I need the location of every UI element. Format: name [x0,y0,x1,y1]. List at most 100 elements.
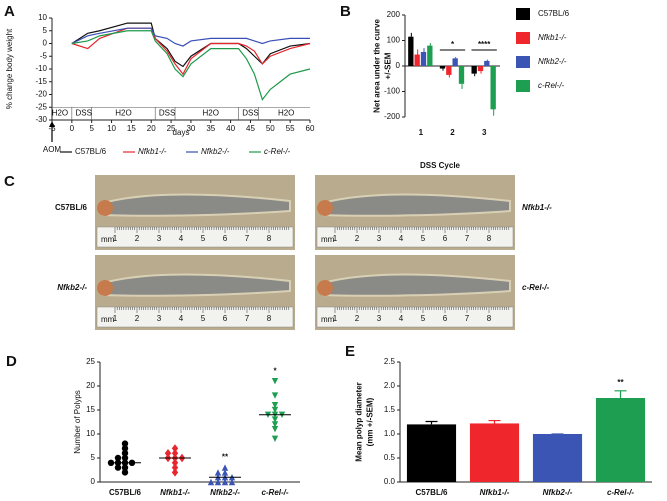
ruler-number: 8 [487,234,492,243]
legend-swatch [516,8,530,20]
data-point [121,450,129,457]
aom-label: AOM [43,145,62,154]
ruler-number: 6 [223,234,228,243]
ruler-unit: mm [101,235,115,244]
bar [469,423,520,482]
y-axis-label: % change body weight [5,28,14,109]
y-tick-label: 5 [91,453,96,462]
ruler-number: 6 [223,314,228,323]
ruler-number: 5 [421,234,426,243]
panel-label: E [345,343,355,360]
x-tick-label: Nfkb2-/- [543,488,573,497]
x-tick-label: c-Rel-/- [607,488,634,497]
x-tick-label: 40 [226,124,235,133]
ruler-number: 5 [201,234,206,243]
y-tick-label: 0 [396,61,401,70]
colon-end [97,280,113,296]
x-tick-label: 30 [186,124,195,133]
ruler-number: 5 [421,314,426,323]
x-tick-label: Nfkb1-/- [480,488,510,497]
data-point [164,449,172,458]
data-point [121,440,129,447]
data-point [271,435,279,442]
x-tick-label: 45 [246,124,255,133]
x-tick-label: 3 [482,128,487,137]
ruler-number: 2 [135,314,140,323]
colon-end [317,280,333,296]
ruler-number: 4 [179,234,184,243]
x-tick-label: C57BL/6 [109,488,142,497]
y-tick-label: -30 [35,115,47,124]
data-point [271,416,279,423]
x-tick-label: 20 [147,124,156,133]
image-label: c-Rel-/- [522,283,549,292]
data-point [228,478,236,486]
y-tick-label: -10 [35,64,47,73]
y-tick-label: 0.5 [384,453,396,462]
bar [490,66,496,110]
colon [322,273,511,297]
x-tick-label: 0 [70,124,75,133]
data-point [221,469,229,476]
data-point [121,454,129,462]
bar [446,66,452,75]
legend-swatch [516,56,530,68]
error-bar [614,390,627,398]
ruler-number: 5 [201,314,206,323]
data-point [271,426,279,433]
y-tick-label: 0 [43,39,48,48]
panel-label: A [4,3,15,20]
y-tick-label: -100 [384,87,401,96]
x-axis-label: days [173,128,190,137]
treatment-label: H2O [203,109,219,118]
y-tick-label: 10 [86,429,95,438]
ruler [316,226,514,248]
ruler-number: 2 [355,314,360,323]
y-tick-label: -15 [35,77,47,86]
ruler-number: 4 [399,314,404,323]
x-tick-label: 2 [450,128,455,137]
bar [477,66,484,72]
data-point [214,469,222,476]
colon-end [317,200,333,216]
y-tick-label: -20 [35,90,47,99]
data-point [114,454,122,462]
data-point [271,402,279,409]
ruler [96,226,294,248]
ruler-number: 3 [377,234,382,243]
annotation: **** [478,40,491,49]
bar [414,54,420,66]
treatment-label: DSS [76,109,92,118]
x-tick-label: 5 [89,124,94,133]
treatment-label: H2O [278,109,294,118]
data-point [121,445,129,452]
y-tick-label: 1.0 [384,429,396,438]
annotation: ** [222,453,229,462]
data-point [271,392,279,399]
ruler-number: 2 [355,234,360,243]
legend-label: Nfkb2-/- [538,57,567,66]
x-tick-label: c-Rel-/- [261,488,288,497]
series-line [71,27,311,76]
ruler-number: 3 [157,314,162,323]
series-line [71,30,311,101]
y-tick-label: 10 [38,13,47,22]
legend-label: C57BL/6 [538,9,570,18]
data-point [171,458,179,467]
legend-swatch [516,80,530,92]
bar [427,45,433,66]
panel-label: B [340,3,351,20]
error-bar [488,419,501,424]
aom-arrowhead [49,121,55,127]
y-tick-label: 15 [86,405,95,414]
y-tick-label: 200 [387,10,401,19]
data-point [271,421,279,428]
y-tick-label: 0.0 [384,477,396,486]
y-tick-label: -25 [35,102,47,111]
y-tick-label: 0 [91,477,96,486]
image-label: Nfkb2-/- [57,283,87,292]
data-point [221,464,229,471]
bar [458,66,465,84]
annotation: * [451,40,455,49]
